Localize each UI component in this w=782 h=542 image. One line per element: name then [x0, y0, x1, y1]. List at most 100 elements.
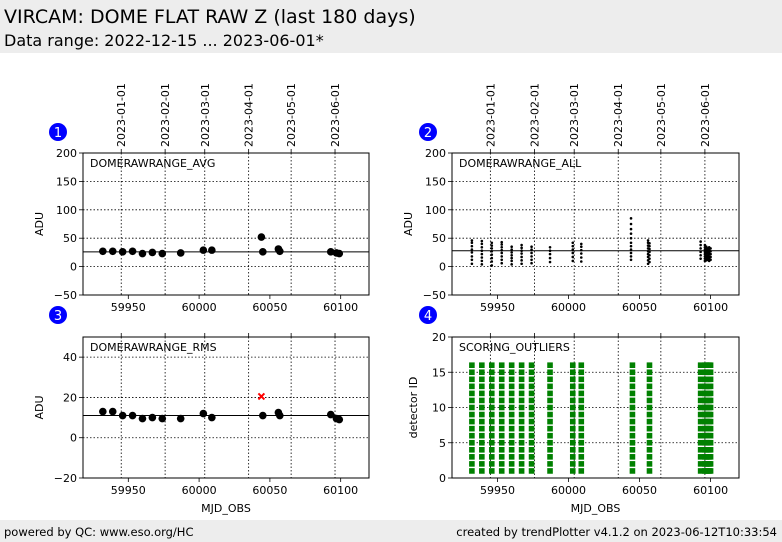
- y-tick-label: 0: [439, 261, 446, 274]
- data-point-small: [510, 259, 513, 263]
- scoring-marker: [518, 439, 525, 446]
- scoring-marker: [547, 397, 553, 404]
- data-point-small: [571, 248, 575, 251]
- scoring-marker: [569, 432, 576, 439]
- data-point-small: [648, 260, 651, 264]
- y-tick-label: 150: [56, 175, 77, 188]
- y-tick-label: 5: [439, 437, 446, 450]
- y-tick-label: 150: [425, 175, 446, 188]
- data-point: [158, 414, 167, 423]
- x-tick-label: 60100: [693, 484, 728, 497]
- scoring-marker: [578, 362, 585, 368]
- scoring-marker: [518, 461, 525, 467]
- data-point-small: [648, 244, 651, 248]
- data-point-small: [490, 264, 494, 267]
- data-point-small: [530, 251, 533, 255]
- data-point-small: [500, 245, 504, 249]
- scoring-marker: [707, 425, 714, 432]
- scoring-marker: [479, 418, 485, 425]
- date-tick-label: 2023-01-01: [115, 83, 128, 147]
- scoring-marker: [488, 411, 495, 418]
- scoring-marker: [479, 397, 485, 404]
- scoring-marker: [479, 404, 485, 411]
- data-point-small: [470, 244, 474, 248]
- y-tick-label: 0: [70, 432, 77, 445]
- scoring-marker: [547, 425, 553, 432]
- data-point-small: [629, 236, 633, 240]
- scoring-marker: [488, 376, 495, 383]
- scoring-marker: [528, 418, 535, 425]
- data-point-small: [470, 262, 474, 266]
- data-point-small: [470, 248, 474, 251]
- scoring-marker: [528, 447, 535, 453]
- scoring-marker: [518, 468, 525, 474]
- scoring-marker: [697, 425, 704, 432]
- scoring-marker: [578, 376, 585, 383]
- panel-number-label: 1: [54, 126, 62, 141]
- scoring-marker: [508, 390, 515, 397]
- data-point: [128, 411, 137, 420]
- data-point-small: [629, 248, 633, 251]
- data-point-small: [709, 258, 712, 262]
- data-point: [208, 246, 216, 254]
- data-point-small: [548, 260, 552, 264]
- scoring-marker: [547, 447, 553, 453]
- data-point-small: [520, 255, 523, 259]
- data-point-small: [548, 245, 552, 249]
- panel-number-label: 2: [424, 126, 432, 141]
- scoring-marker: [697, 418, 704, 425]
- data-point: [326, 410, 335, 419]
- scoring-marker: [469, 425, 475, 432]
- scoring-marker: [479, 376, 485, 383]
- scoring-marker: [488, 468, 495, 474]
- scoring-marker: [697, 411, 704, 418]
- data-point-small: [470, 239, 474, 242]
- y-tick-label: −20: [54, 472, 77, 485]
- scoring-marker: [498, 411, 505, 418]
- x-tick-label: 60000: [182, 484, 217, 497]
- scoring-marker: [498, 418, 505, 425]
- scoring-marker: [569, 362, 576, 368]
- scoring-marker: [547, 468, 553, 474]
- date-tick-label: 2023-04-01: [243, 83, 256, 147]
- scoring-marker: [578, 454, 585, 460]
- scoring-marker: [498, 425, 505, 432]
- footer-powered-by: powered by QC: www.eso.org/HC: [4, 525, 194, 539]
- scoring-marker: [629, 383, 636, 390]
- scoring-marker: [508, 411, 515, 418]
- data-point-small: [490, 244, 494, 247]
- trend-plots-canvas: 2023-01-01 2023-02-01 2023-03-01 2023-04-01…: [33, 83, 740, 515]
- data-point-small: [500, 248, 504, 252]
- scoring-marker: [498, 447, 505, 453]
- scoring-marker: [469, 468, 475, 474]
- data-point-small: [480, 252, 484, 256]
- data-point-small: [480, 245, 484, 249]
- panel-number-label: 3: [54, 309, 62, 324]
- plot-frame: [451, 336, 740, 479]
- date-tick-label: 2023-02-01: [528, 83, 541, 147]
- data-point: [108, 407, 117, 416]
- scoring-marker: [646, 461, 653, 467]
- scoring-marker: [498, 369, 505, 376]
- data-point-small: [548, 249, 552, 252]
- scoring-marker: [469, 383, 475, 390]
- scoring-marker: [547, 376, 553, 383]
- data-point-small: [699, 253, 702, 257]
- y-tick-label: 50: [432, 232, 446, 245]
- y-axis-label: detector ID: [407, 377, 420, 439]
- scoring-marker: [629, 418, 636, 425]
- data-point-small: [500, 240, 504, 244]
- data-point-small: [629, 217, 633, 220]
- scoring-marker: [498, 390, 505, 397]
- scoring-marker: [518, 447, 525, 453]
- scoring-marker: [518, 454, 525, 460]
- data-point: [176, 249, 185, 257]
- scoring-marker: [629, 390, 636, 397]
- data-point-small: [629, 222, 633, 226]
- scoring-marker: [508, 461, 515, 467]
- scoring-marker: [578, 447, 585, 453]
- scoring-marker: [547, 362, 553, 368]
- data-point: [118, 411, 127, 420]
- data-point-small: [709, 247, 712, 250]
- y-tick-label: 20: [63, 391, 77, 404]
